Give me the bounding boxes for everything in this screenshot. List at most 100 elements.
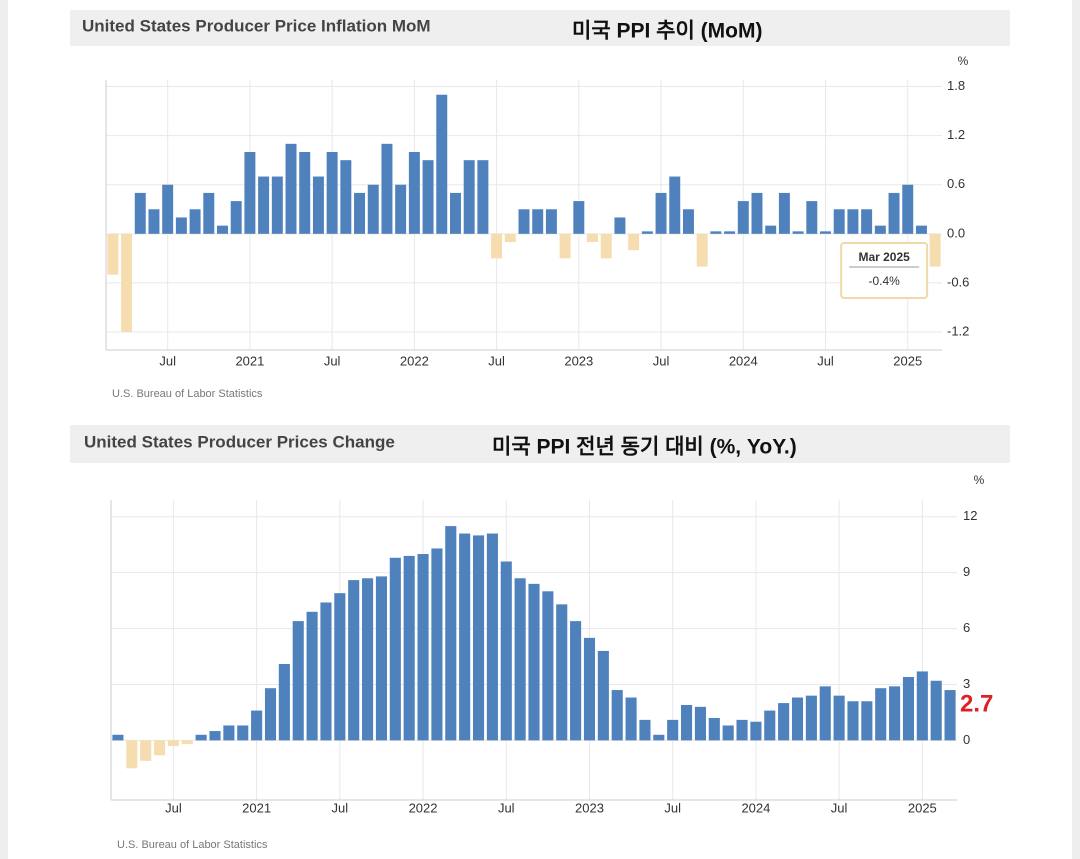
bar: [669, 176, 681, 234]
bar: [791, 697, 804, 741]
bar: [504, 233, 516, 242]
bar: [820, 231, 831, 234]
bar: [875, 688, 887, 741]
bar: [710, 231, 722, 234]
bar: [641, 231, 653, 234]
bar: [367, 184, 379, 234]
bar: [778, 192, 790, 234]
bar: [819, 686, 831, 741]
bar: [597, 650, 609, 741]
bar: [107, 233, 119, 275]
bar: [528, 583, 540, 741]
x-tick-label: 2021: [235, 353, 264, 368]
bar: [888, 192, 900, 234]
bar: [764, 710, 776, 741]
header-bar: [70, 425, 1010, 463]
y-tick-label: 0.0: [947, 225, 965, 240]
bar: [195, 734, 207, 741]
x-tick-label: Jul: [498, 800, 515, 815]
x-tick-label: 2025: [893, 353, 922, 368]
y-tick-label: 12: [963, 508, 977, 523]
bar: [134, 192, 146, 234]
bar: [126, 740, 138, 769]
bar: [861, 701, 873, 741]
bar: [477, 160, 489, 234]
x-tick-label: Jul: [653, 353, 670, 368]
y-tick-label: 0: [963, 732, 970, 747]
bar: [463, 160, 475, 234]
bar: [542, 591, 554, 741]
bar: [655, 192, 667, 234]
bar: [375, 576, 387, 741]
bar: [244, 152, 256, 234]
bar: [285, 143, 297, 234]
bar: [722, 725, 734, 741]
tooltip-title: Mar 2025: [858, 250, 910, 264]
bar: [403, 555, 415, 741]
bar: [556, 604, 568, 741]
header-bar: [70, 10, 1010, 46]
bar: [600, 233, 612, 259]
bar: [792, 231, 804, 234]
bar: [889, 686, 901, 741]
bar: [518, 209, 530, 234]
y-unit: %: [974, 473, 985, 487]
bar: [861, 209, 873, 234]
x-tick-label: Jul: [159, 353, 176, 368]
bar: [573, 201, 585, 234]
x-tick-label: 2022: [409, 800, 438, 815]
x-tick-label: 2022: [400, 353, 429, 368]
bar: [724, 231, 736, 234]
bar: [486, 533, 498, 741]
bar: [121, 233, 133, 332]
bar: [902, 677, 915, 741]
bar: [112, 734, 124, 741]
bar: [153, 740, 166, 756]
bar: [354, 192, 366, 234]
bar: [278, 663, 290, 741]
bar: [625, 697, 637, 741]
bar: [348, 580, 360, 741]
bar: [237, 725, 249, 741]
bar: [847, 209, 859, 234]
bar: [230, 201, 242, 234]
bar: [271, 176, 283, 234]
y-unit: %: [958, 54, 969, 68]
bar: [395, 184, 407, 234]
bar: [737, 201, 749, 234]
edge: [1072, 0, 1080, 859]
bar: [167, 740, 179, 746]
bar: [653, 734, 665, 741]
bar: [381, 143, 393, 234]
bar: [472, 535, 485, 741]
bar: [778, 703, 790, 741]
bar: [408, 152, 420, 234]
x-tick-label: Jul: [488, 353, 505, 368]
y-tick-label: 6: [963, 620, 970, 635]
bar: [436, 94, 448, 234]
edge: [0, 0, 8, 859]
tooltip-text: -0.4%: [868, 274, 900, 288]
bar: [929, 233, 941, 267]
bar: [750, 721, 762, 741]
bar: [389, 557, 401, 741]
bar: [694, 706, 706, 741]
bar: [916, 671, 928, 741]
bar: [340, 160, 352, 234]
y-tick-label: -0.6: [947, 274, 969, 289]
x-tick-label: 2024: [741, 800, 770, 815]
bar: [681, 704, 693, 741]
bar: [902, 184, 914, 234]
x-tick-label: Jul: [324, 353, 341, 368]
x-tick-label: 2021: [242, 800, 271, 815]
bar: [611, 690, 623, 741]
bar: [362, 578, 374, 741]
chart-subtitle: 미국 PPI 추이 (MoM): [572, 20, 762, 43]
bar: [217, 225, 228, 234]
bar: [765, 225, 777, 234]
x-tick-label: Jul: [817, 353, 834, 368]
bar: [299, 152, 311, 234]
x-tick-label: 2023: [564, 353, 593, 368]
bar: [162, 184, 174, 234]
